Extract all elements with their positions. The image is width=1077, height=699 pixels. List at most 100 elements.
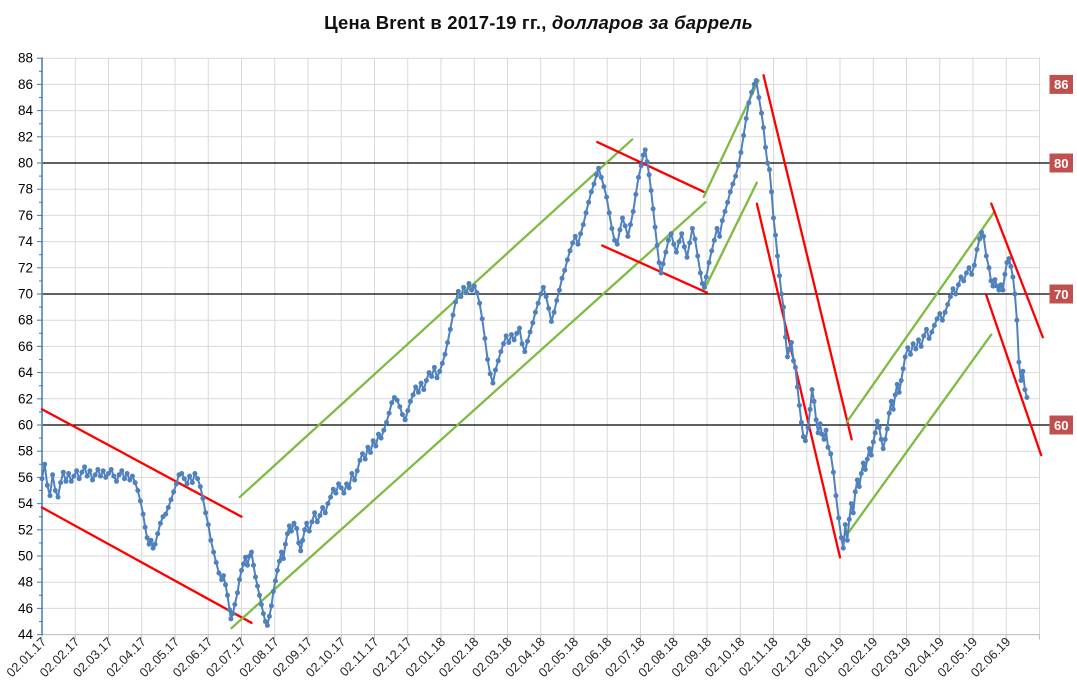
price-point bbox=[309, 519, 315, 525]
price-point bbox=[663, 249, 669, 255]
price-point bbox=[216, 570, 222, 576]
trendline-uptrend-2017-18-lower bbox=[230, 201, 707, 630]
price-point bbox=[1010, 274, 1016, 280]
price-point bbox=[910, 341, 916, 347]
price-point bbox=[493, 367, 498, 373]
price-point bbox=[836, 515, 842, 521]
price-point bbox=[437, 368, 443, 374]
price-point bbox=[490, 380, 496, 386]
price-point bbox=[966, 265, 972, 271]
price-point bbox=[986, 265, 992, 271]
trendline-downtrend-2019-lower bbox=[985, 294, 1043, 457]
price-point bbox=[140, 511, 146, 517]
price-point bbox=[746, 100, 752, 106]
y-tick-label: 72 bbox=[18, 260, 33, 275]
price-point bbox=[173, 481, 179, 487]
price-point bbox=[522, 349, 528, 355]
price-point bbox=[1006, 256, 1012, 262]
price-point bbox=[665, 237, 671, 243]
price-point bbox=[556, 287, 562, 293]
y-tick-label: 60 bbox=[18, 418, 33, 433]
price-point bbox=[876, 425, 882, 431]
price-point bbox=[270, 588, 276, 594]
price-point bbox=[251, 562, 256, 568]
price-point bbox=[255, 583, 260, 589]
price-point bbox=[578, 231, 584, 237]
price-point bbox=[181, 476, 187, 482]
price-point bbox=[852, 489, 858, 495]
price-point bbox=[945, 302, 951, 307]
price-point bbox=[1008, 264, 1014, 269]
price-point bbox=[119, 468, 125, 474]
price-point bbox=[111, 473, 117, 479]
price-point bbox=[779, 291, 784, 297]
price-point bbox=[921, 333, 927, 339]
price-point bbox=[809, 387, 815, 393]
price-point bbox=[792, 364, 798, 370]
price-point bbox=[983, 253, 989, 259]
price-point bbox=[300, 537, 306, 543]
price-point bbox=[743, 116, 749, 121]
price-point bbox=[410, 392, 416, 398]
price-point bbox=[676, 239, 682, 245]
price-point bbox=[219, 577, 225, 583]
y-tick-label: 82 bbox=[18, 129, 33, 144]
level-label-text-60: 60 bbox=[1054, 418, 1068, 433]
price-point bbox=[336, 481, 342, 487]
price-point bbox=[445, 340, 451, 345]
price-point bbox=[527, 329, 533, 335]
price-point bbox=[823, 427, 829, 433]
price-point bbox=[44, 482, 50, 488]
price-point bbox=[937, 311, 943, 317]
price-point bbox=[530, 320, 536, 326]
price-point bbox=[519, 341, 525, 347]
y-tick-label: 70 bbox=[18, 287, 33, 302]
price-point bbox=[994, 283, 1000, 289]
price-point bbox=[1012, 291, 1018, 297]
price-point bbox=[811, 398, 817, 404]
price-point bbox=[908, 351, 913, 357]
price-point bbox=[155, 531, 161, 537]
y-tick-label: 44 bbox=[18, 627, 34, 642]
price-point bbox=[931, 322, 937, 328]
price-point bbox=[567, 248, 573, 254]
price-point bbox=[807, 406, 813, 412]
level-label-text-80: 80 bbox=[1054, 156, 1068, 171]
price-point bbox=[828, 451, 834, 457]
price-point bbox=[197, 484, 203, 490]
price-point bbox=[759, 110, 764, 116]
price-point bbox=[648, 188, 654, 193]
price-point bbox=[341, 490, 347, 496]
price-point bbox=[317, 512, 323, 518]
price-point bbox=[719, 218, 725, 224]
price-point bbox=[695, 253, 701, 259]
y-tick-label: 62 bbox=[18, 391, 33, 406]
price-point bbox=[257, 592, 262, 598]
price-point bbox=[235, 590, 240, 596]
price-point bbox=[612, 237, 618, 243]
price-point bbox=[455, 288, 461, 294]
price-point bbox=[781, 304, 786, 310]
trendline-crash-2018-upper bbox=[762, 74, 853, 441]
price-point bbox=[399, 412, 405, 417]
price-point bbox=[588, 189, 594, 195]
price-point bbox=[360, 451, 365, 457]
price-point bbox=[1024, 395, 1030, 400]
price-point bbox=[296, 540, 302, 546]
price-point bbox=[749, 89, 755, 95]
price-point bbox=[227, 607, 232, 613]
price-point bbox=[838, 535, 844, 541]
y-tick-label: 54 bbox=[18, 496, 34, 511]
price-point bbox=[671, 241, 677, 247]
price-point bbox=[753, 78, 759, 83]
price-point bbox=[1018, 378, 1024, 383]
price-point bbox=[100, 468, 106, 474]
price-point bbox=[189, 480, 195, 486]
y-tick-label: 52 bbox=[18, 522, 33, 537]
y-tick-label: 56 bbox=[18, 470, 33, 485]
price-point bbox=[866, 446, 872, 452]
price-point bbox=[328, 494, 334, 500]
price-point bbox=[314, 519, 320, 525]
price-point bbox=[711, 237, 717, 243]
price-point bbox=[294, 526, 300, 531]
